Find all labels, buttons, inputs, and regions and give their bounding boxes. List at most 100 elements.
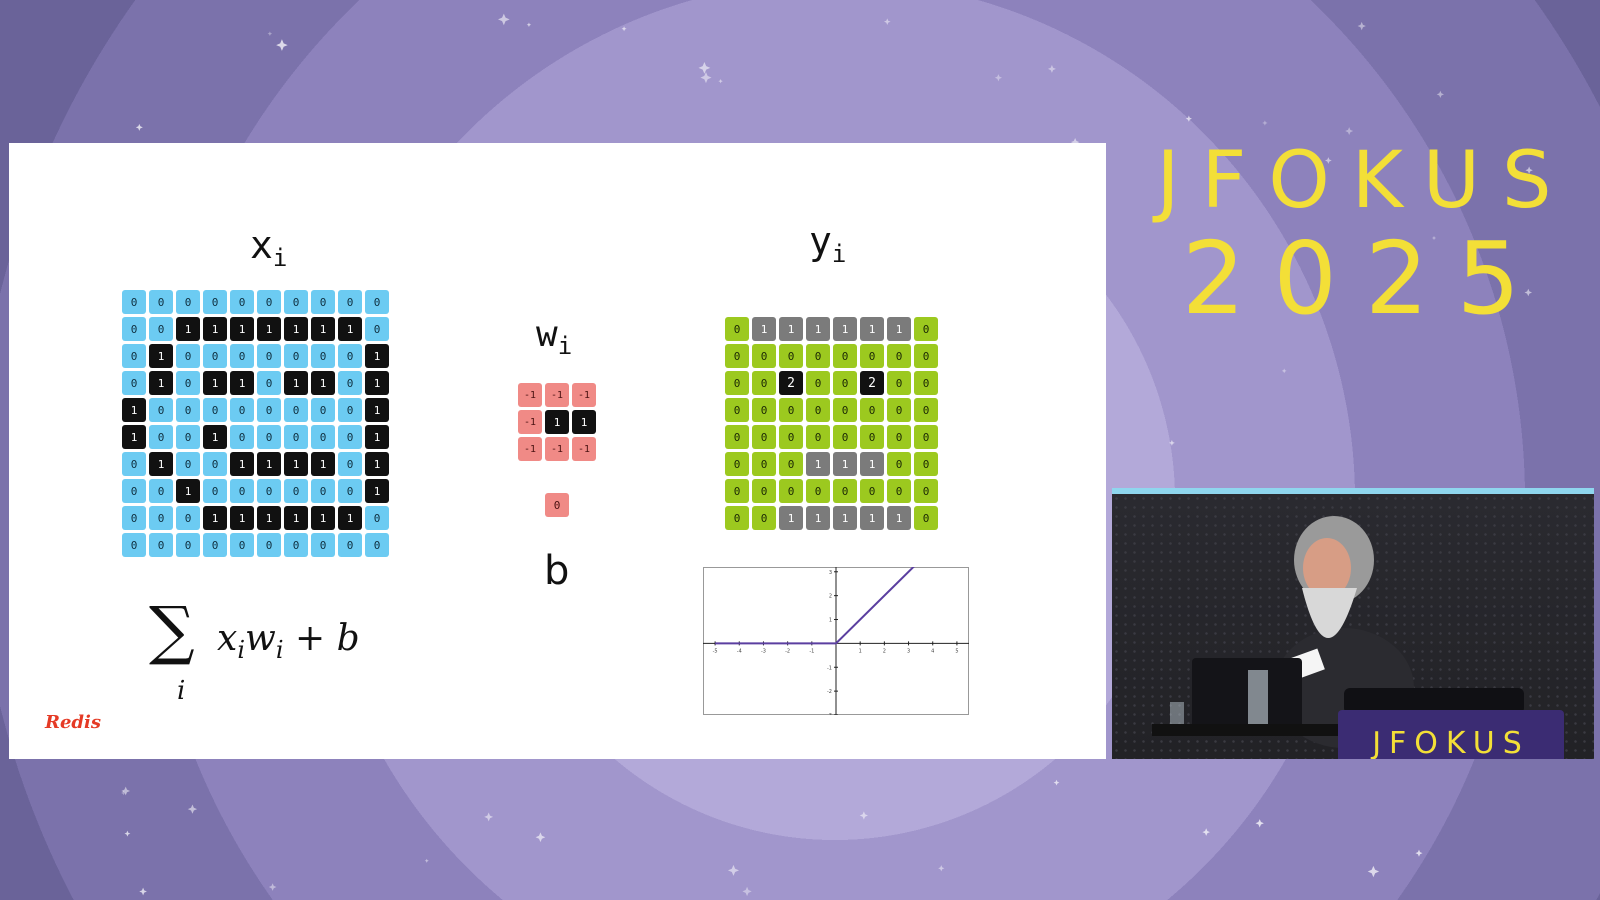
output-cell: 0 — [914, 452, 938, 476]
input-cell: 0 — [338, 344, 362, 368]
output-cell: 0 — [752, 506, 776, 530]
output-cell: 0 — [806, 479, 830, 503]
input-cell: 0 — [176, 344, 200, 368]
y-tick-label: -1 — [827, 665, 832, 671]
output-cell: 0 — [725, 398, 749, 422]
star-icon — [1367, 865, 1380, 878]
input-cell: 0 — [149, 398, 173, 422]
input-cell: 1 — [365, 425, 389, 449]
input-cell: 0 — [149, 290, 173, 314]
weight-cell: -1 — [518, 437, 542, 461]
sum-index: i — [177, 676, 186, 706]
output-cell: 0 — [806, 344, 830, 368]
x-tick-label: -5 — [713, 648, 718, 654]
input-cell: 0 — [122, 506, 146, 530]
y-tick-label: 3 — [829, 570, 832, 576]
input-cell: 1 — [176, 479, 200, 503]
star-icon — [121, 790, 126, 796]
star-icon — [268, 883, 277, 891]
summation-formula: ∑ i xiwi + b — [149, 594, 389, 708]
star-icon — [1431, 235, 1437, 241]
output-cell: 0 — [914, 479, 938, 503]
star-icon — [526, 22, 532, 27]
x-tick-label: 3 — [907, 648, 910, 654]
x-tick-label: -3 — [761, 648, 766, 654]
input-cell: 0 — [257, 290, 281, 314]
input-cell: 0 — [149, 506, 173, 530]
output-cell: 0 — [725, 371, 749, 395]
output-cell: 1 — [806, 452, 830, 476]
star-icon — [1345, 127, 1354, 136]
relu-chart: -5 -4 -3 -2 -1 1 2 3 4 5 -3 -2 -1 1 2 3 — [703, 567, 969, 715]
b-label: b — [544, 548, 570, 594]
monitor — [1344, 688, 1524, 714]
input-cell: 0 — [176, 398, 200, 422]
laptop — [1192, 658, 1302, 728]
input-cell: 0 — [122, 290, 146, 314]
weight-kernel: -1 -1 -1 -1 1 1 -1 -1 -1 — [518, 383, 596, 461]
star-icon — [1202, 828, 1210, 836]
input-cell: 0 — [284, 479, 308, 503]
star-icon — [135, 123, 143, 131]
input-cell: 1 — [257, 452, 281, 476]
output-cell: 0 — [725, 425, 749, 449]
input-cell: 0 — [176, 533, 200, 557]
input-cell: 1 — [149, 452, 173, 476]
input-cell: 1 — [176, 317, 200, 341]
input-cell: 1 — [284, 452, 308, 476]
input-cell: 0 — [338, 425, 362, 449]
input-cell: 0 — [257, 479, 281, 503]
input-cell: 0 — [284, 425, 308, 449]
x-label-subscript: i — [272, 244, 288, 272]
input-cell: 1 — [311, 506, 335, 530]
input-cell: 0 — [122, 479, 146, 503]
y-tick-label: 1 — [829, 618, 832, 624]
speaker-face — [1303, 538, 1351, 598]
star-icon — [1053, 779, 1060, 786]
output-cell: 0 — [914, 371, 938, 395]
output-cell: 1 — [833, 317, 857, 341]
output-cell: 0 — [779, 398, 803, 422]
input-cell: 1 — [365, 344, 389, 368]
output-cell: 0 — [860, 425, 884, 449]
input-cell: 0 — [203, 344, 227, 368]
output-cell: 0 — [860, 479, 884, 503]
star-icon — [139, 887, 147, 896]
input-cell: 0 — [122, 344, 146, 368]
water-bottle — [1248, 670, 1268, 724]
x-tick-label: -4 — [737, 648, 742, 654]
star-icon — [994, 74, 1003, 82]
star-icon — [1324, 157, 1332, 164]
output-cell: 0 — [752, 344, 776, 368]
input-cell: 0 — [176, 290, 200, 314]
glass — [1170, 702, 1184, 724]
podium: JFOKUS — [1338, 710, 1564, 759]
input-cell: 0 — [176, 452, 200, 476]
input-cell: 0 — [338, 398, 362, 422]
input-cell: 0 — [338, 452, 362, 476]
output-cell: 0 — [725, 479, 749, 503]
input-cell: 0 — [338, 371, 362, 395]
output-cell: 0 — [887, 479, 911, 503]
star-icon — [124, 830, 131, 837]
input-cell: 1 — [149, 344, 173, 368]
output-cell: 0 — [833, 398, 857, 422]
input-cell: 1 — [365, 479, 389, 503]
input-cell: 0 — [338, 533, 362, 557]
input-cell: 0 — [365, 533, 389, 557]
x-tick-label: 4 — [931, 648, 934, 654]
input-cell: 0 — [365, 290, 389, 314]
speaker-video: JFOKUS — [1112, 488, 1594, 759]
input-cell: 1 — [230, 452, 254, 476]
input-cell: 1 — [311, 317, 335, 341]
input-cell: 0 — [311, 344, 335, 368]
star-icon — [497, 13, 510, 26]
output-cell: 0 — [887, 425, 911, 449]
bias-cell-container: 0 — [545, 493, 569, 517]
brand-title: JFOKUS — [1156, 136, 1574, 226]
output-cell: 0 — [725, 317, 749, 341]
input-cell: 0 — [365, 506, 389, 530]
x-tick-label: 1 — [859, 648, 862, 654]
